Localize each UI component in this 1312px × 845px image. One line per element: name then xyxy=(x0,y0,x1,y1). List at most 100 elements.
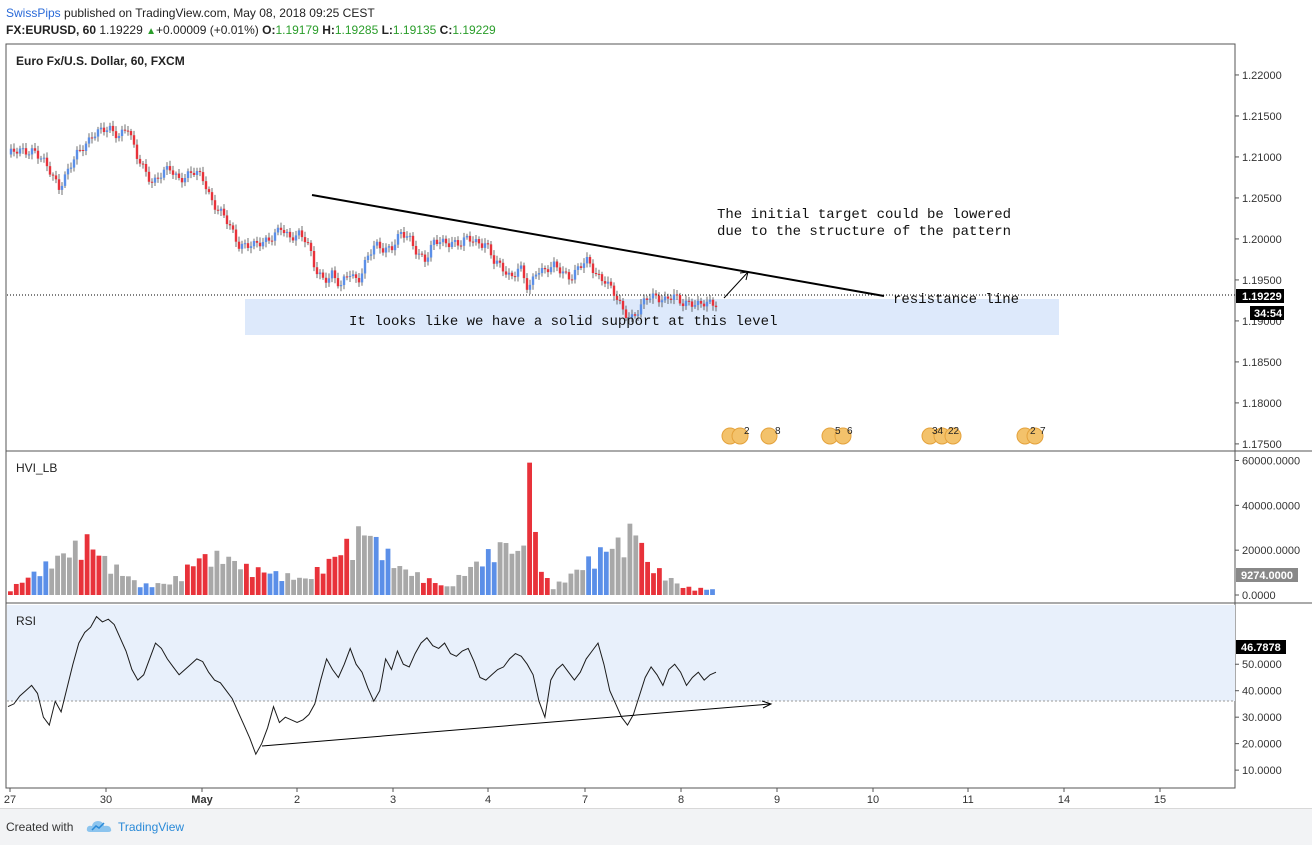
event-flag-icon[interactable] xyxy=(731,427,749,445)
event-flag-icon[interactable] xyxy=(944,427,962,445)
event-flag-icon[interactable] xyxy=(834,427,852,445)
candle xyxy=(156,177,160,179)
candle xyxy=(24,148,28,155)
candle xyxy=(666,296,670,299)
candle xyxy=(291,237,295,241)
target-note-line-1[interactable]: The initial target could be lowered xyxy=(717,207,1011,223)
candle xyxy=(492,255,496,264)
candle xyxy=(552,261,556,268)
candle xyxy=(477,239,481,244)
candle xyxy=(510,272,514,277)
volume-bar xyxy=(680,587,686,595)
chart-canvas[interactable]: 1.22000 1.21500 1.21000 1.20500 1.20000 1.195… xyxy=(0,0,1312,808)
candle xyxy=(282,229,286,234)
volume-bar xyxy=(698,587,704,595)
candle xyxy=(162,169,166,178)
candle xyxy=(252,240,256,247)
volume-bar xyxy=(96,555,102,595)
price-tick-label: 1.18500 xyxy=(1242,357,1282,369)
rsi-last-text: 46.7878 xyxy=(1241,642,1281,654)
volume-bar xyxy=(120,575,125,595)
volume-bar xyxy=(539,571,544,595)
volume-bar xyxy=(509,553,515,595)
time-tick-label: 3 xyxy=(390,794,396,806)
economic-events[interactable]: 2 8 5 6 34 22 2 7 xyxy=(721,426,1046,445)
tradingview-brand-link[interactable]: TradingView xyxy=(118,820,185,834)
rsi-tick-label: 10.0000 xyxy=(1242,765,1282,777)
volume-bar xyxy=(592,568,597,595)
candle xyxy=(681,303,685,307)
target-arrow[interactable] xyxy=(723,271,749,299)
author-link[interactable]: SwissPips xyxy=(6,6,61,20)
candle xyxy=(273,232,277,241)
event-flag-icon[interactable] xyxy=(760,427,778,445)
candle xyxy=(348,275,352,277)
candle xyxy=(417,253,421,255)
candle xyxy=(696,300,700,306)
candle xyxy=(534,274,538,277)
support-note-text[interactable]: It looks like we have a solid support at… xyxy=(349,314,777,330)
volume-bar xyxy=(615,537,621,595)
candle xyxy=(219,208,223,211)
volume-bar xyxy=(267,573,273,595)
volume-bar xyxy=(639,542,645,595)
candle xyxy=(132,135,136,145)
resistance-trendline[interactable] xyxy=(311,194,885,297)
volume-bar xyxy=(421,582,426,595)
candle xyxy=(270,240,274,242)
volume-bar xyxy=(185,564,190,595)
volume-bar xyxy=(633,535,639,595)
volume-bar xyxy=(474,561,479,595)
candle xyxy=(12,148,16,152)
candle xyxy=(369,254,373,256)
candle xyxy=(87,137,91,144)
candle xyxy=(294,235,298,241)
candle xyxy=(633,314,637,316)
volume-bar xyxy=(568,573,574,595)
volume-bar xyxy=(432,583,438,595)
candle xyxy=(684,300,688,307)
candle xyxy=(612,285,616,296)
candle xyxy=(465,235,469,238)
candle xyxy=(603,281,607,284)
volume-bar xyxy=(462,575,468,595)
candle xyxy=(627,317,631,319)
volume-bar xyxy=(415,572,420,595)
change-text: +0.00009 (+0.01%) xyxy=(156,23,259,37)
candle xyxy=(600,274,604,282)
candle xyxy=(366,255,370,261)
volume-bar xyxy=(49,568,55,595)
candle xyxy=(96,129,100,137)
event-label: 7 xyxy=(1040,426,1046,437)
rsi-tick-label: 30.0000 xyxy=(1242,712,1282,724)
candle xyxy=(624,309,628,319)
candle xyxy=(57,179,61,190)
support-note-box[interactable] xyxy=(245,299,1059,335)
event-flag-icon[interactable] xyxy=(1026,427,1044,445)
published-text: published on TradingView.com, May 08, 20… xyxy=(64,6,375,20)
rsi-divergence-line[interactable] xyxy=(261,703,771,747)
volume-bar xyxy=(627,523,633,595)
target-note-line-2[interactable]: due to the structure of the pattern xyxy=(717,224,1011,240)
candle xyxy=(363,260,367,274)
volume-bar xyxy=(303,578,308,595)
candle xyxy=(489,244,493,256)
candle xyxy=(108,125,112,131)
volume-bar xyxy=(167,584,173,595)
time-tick-label: 4 xyxy=(485,794,491,806)
open-value: 1.19179 xyxy=(275,23,319,37)
resistance-label[interactable]: resistance line xyxy=(893,292,1019,308)
candle xyxy=(393,244,397,251)
volume-bar xyxy=(84,534,90,595)
candle xyxy=(546,269,550,273)
candle xyxy=(234,229,238,242)
candle xyxy=(42,157,46,159)
candle xyxy=(360,273,364,283)
target-arrow-head-icon xyxy=(739,271,749,281)
candle xyxy=(255,240,259,243)
candle xyxy=(555,261,559,268)
tradingview-cloud-icon[interactable] xyxy=(86,818,114,834)
volume-bar xyxy=(562,582,568,595)
volume-bar xyxy=(244,563,249,595)
volume-bar xyxy=(651,573,656,595)
